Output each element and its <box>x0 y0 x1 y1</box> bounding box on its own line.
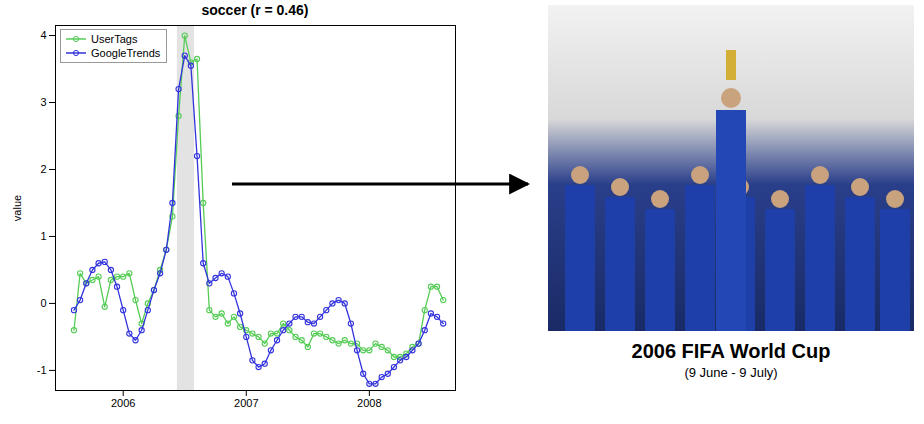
svg-text:-1: -1 <box>37 364 47 376</box>
svg-text:1: 1 <box>40 230 46 242</box>
html-text:UserTags: UserTags <box>91 33 138 45</box>
svg-text:2006: 2006 <box>111 397 135 409</box>
svg-text:value: value <box>11 195 23 221</box>
svg-text:4: 4 <box>40 29 46 41</box>
html-text:(9 June - 9 July): (9 June - 9 July) <box>684 365 778 380</box>
html-text:GoogleTrends: GoogleTrends <box>91 47 161 59</box>
svg-text:3: 3 <box>40 96 46 108</box>
svg-text:2007: 2007 <box>234 397 258 409</box>
svg-text:2: 2 <box>40 163 46 175</box>
svg-text:2008: 2008 <box>357 397 381 409</box>
html-text:soccer (r = 0.46): soccer (r = 0.46) <box>201 2 309 18</box>
svg-text:0: 0 <box>40 297 46 309</box>
html-text:2006 FIFA World Cup: 2006 FIFA World Cup <box>631 340 831 362</box>
